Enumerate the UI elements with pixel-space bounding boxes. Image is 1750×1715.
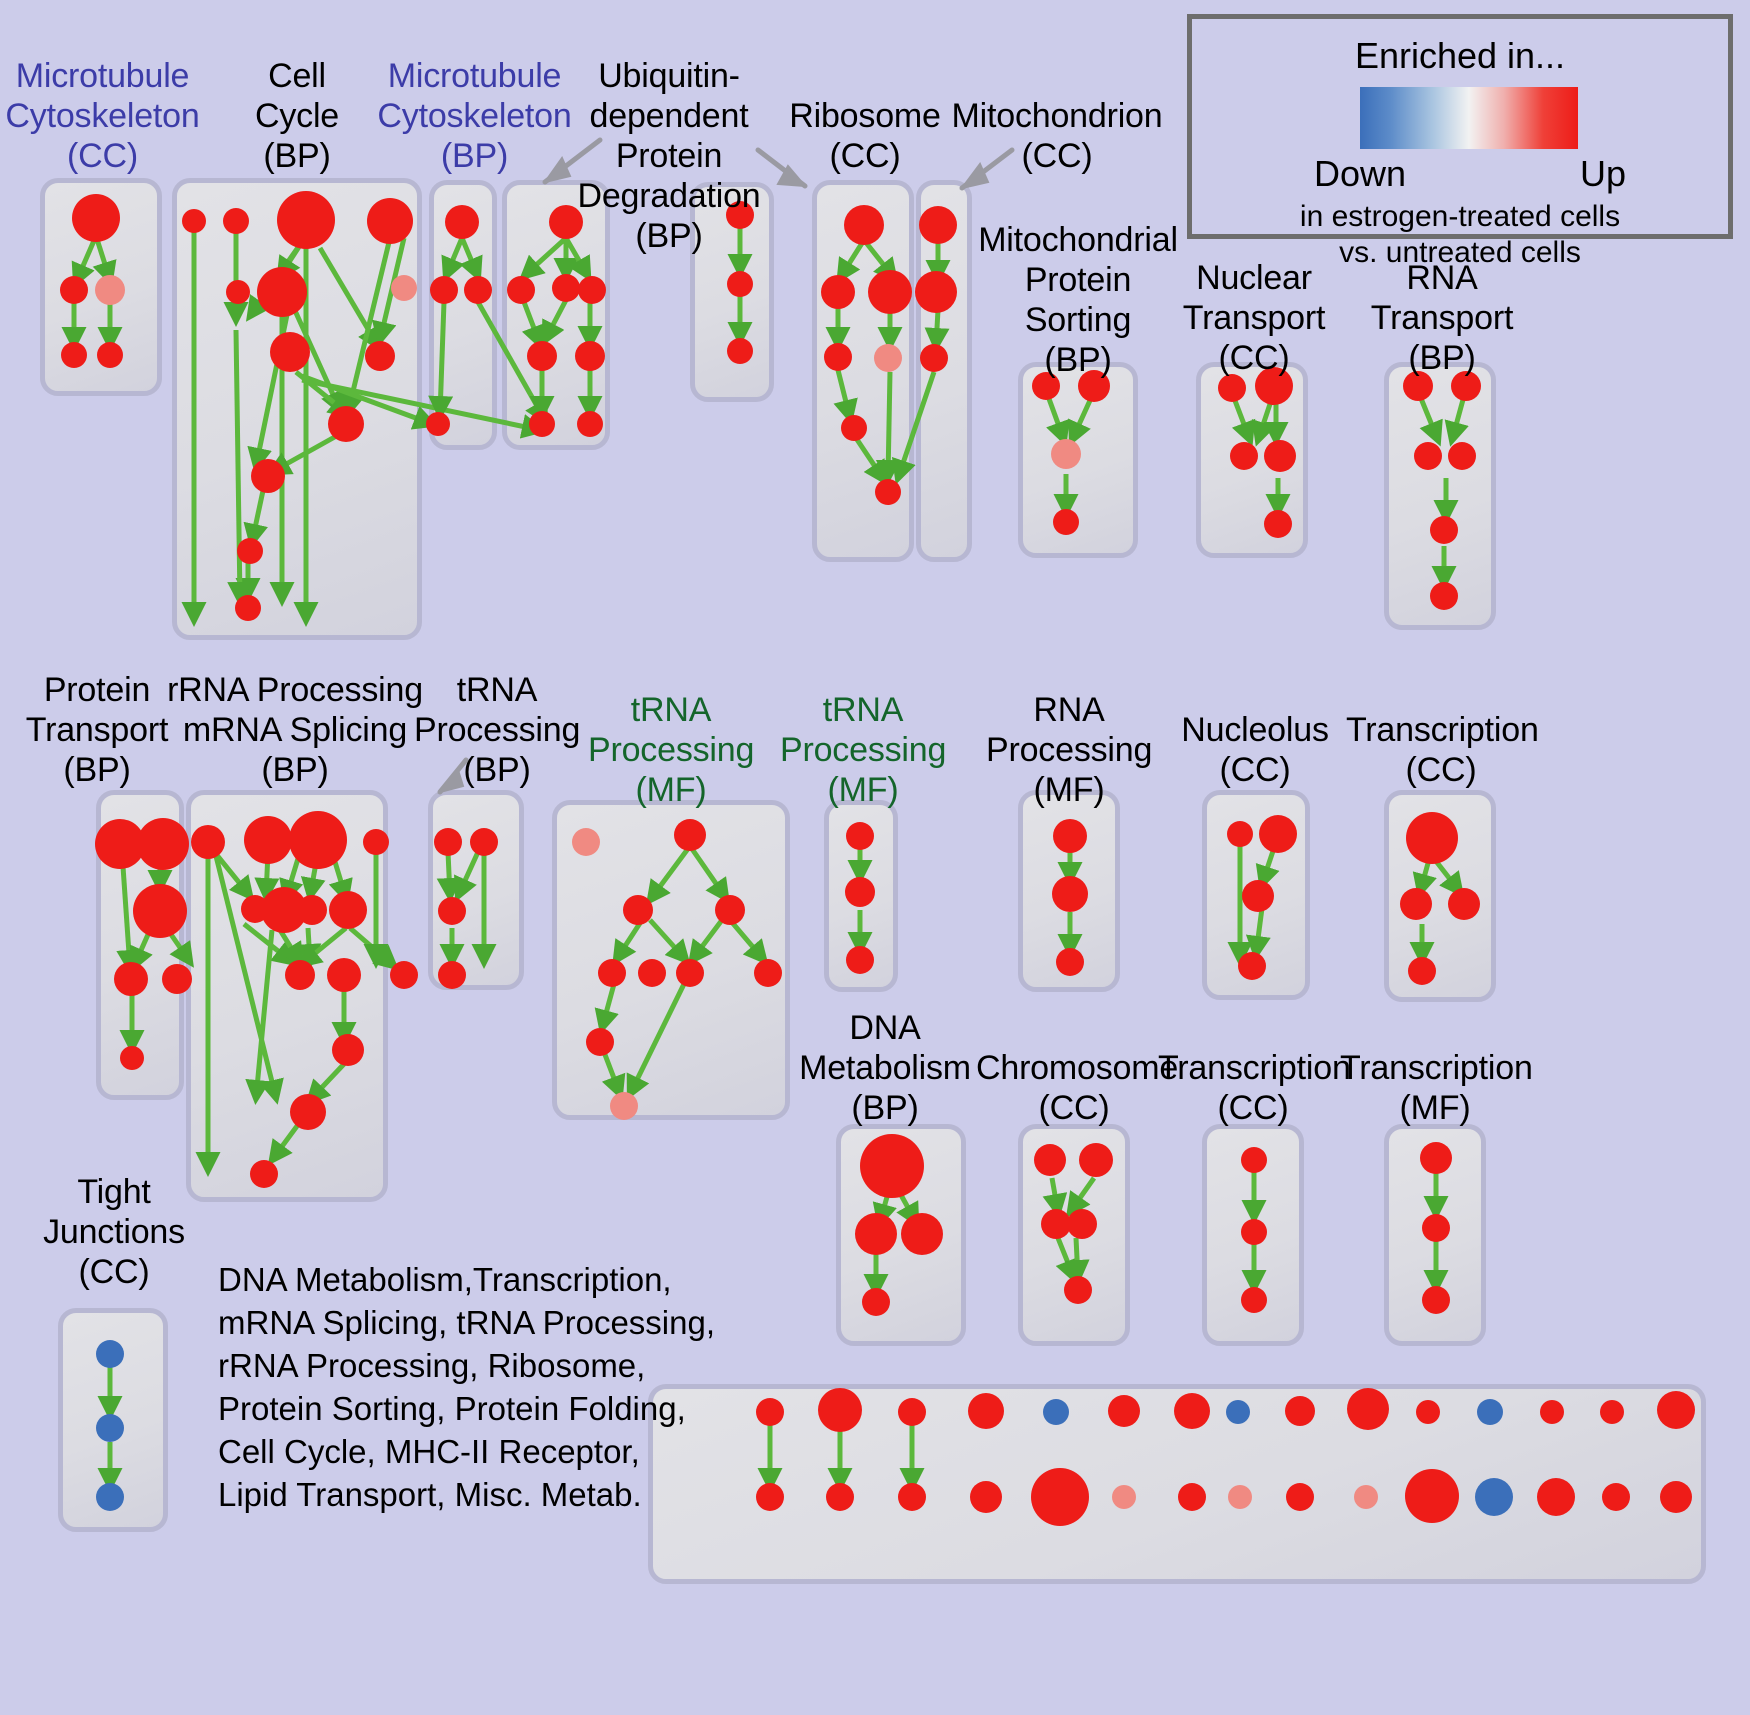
cluster-label-nucleolus-cc: Nucleolus (CC) <box>1181 711 1329 789</box>
cluster-box-ribosome-cc[interactable] <box>812 180 914 562</box>
cluster-box-misc-strip[interactable] <box>648 1384 1706 1584</box>
cluster-box-mitochondrial-protein-sorting-bp[interactable] <box>1018 362 1138 558</box>
legend-title: Enriched in... <box>1354 35 1566 76</box>
cluster-label-nuclear-transport-cc: Nuclear Transport (CC) <box>1182 259 1326 377</box>
cluster-box-trna-processing-mf-1[interactable] <box>552 800 790 1120</box>
cluster-box-tight-junctions-cc[interactable] <box>58 1308 168 1532</box>
cluster-label-mitochondrion-cc: Mitochondrion (CC) <box>951 97 1163 175</box>
cluster-box-protein-transport-bp[interactable] <box>96 790 184 1100</box>
cluster-box-nucleolus-cc[interactable] <box>1202 790 1310 1000</box>
cluster-box-transcription-cc-2[interactable] <box>1202 1124 1304 1346</box>
cluster-box-microtubule-cytoskeleton-bp[interactable] <box>429 180 497 450</box>
cluster-box-chromosome-cc[interactable] <box>1018 1124 1130 1346</box>
cluster-box-trna-processing-bp[interactable] <box>428 790 524 990</box>
cluster-label-rna-processing-mf: RNA Processing (MF) <box>986 691 1153 809</box>
cluster-label-mitochondrial-protein-sorting-bp: Mitochondrial Protein Sorting (BP) <box>978 221 1178 379</box>
cluster-box-dna-metabolism-bp[interactable] <box>836 1124 966 1346</box>
misc-category-list: DNA Metabolism,Transcription, mRNA Splic… <box>218 1261 716 1513</box>
legend-label-up: Up <box>1580 153 1627 194</box>
cluster-label-cell-cycle-bp: Cell Cycle (BP) <box>254 57 340 175</box>
cluster-label-transcription-mf: Transcription (MF) <box>1340 1049 1533 1127</box>
cluster-label-trna-processing-bp: tRNA Processing (BP) <box>414 671 581 789</box>
cluster-box-rrna-processing-mrna-splicing-bp[interactable] <box>186 790 388 1202</box>
legend-gradient-bar <box>1360 87 1578 149</box>
cluster-box-rna-transport-bp[interactable] <box>1384 362 1496 630</box>
cluster-box-microtubule-cytoskeleton-cc[interactable] <box>40 178 162 396</box>
cluster-box-cell-cycle-bp[interactable] <box>172 178 422 640</box>
cluster-label-microtubule-cytoskeleton-cc: Microtubule Cytoskeleton (CC) <box>5 57 200 175</box>
cluster-label-ubiquitin-dependent-protein-degradation-bp: Ubiquitin- dependent Protein Degradation… <box>577 57 761 255</box>
cluster-box-rna-processing-mf[interactable] <box>1018 790 1120 992</box>
cluster-label-microtubule-cytoskeleton-bp: Microtubule Cytoskeleton (BP) <box>377 57 572 175</box>
cluster-box-trna-processing-mf-2[interactable] <box>824 800 898 992</box>
cluster-label-rrna-processing-mrna-splicing-bp: rRNA Processing mRNA Splicing (BP) <box>167 671 423 789</box>
cluster-label-trna-processing-mf-2: tRNA Processing (MF) <box>780 691 947 809</box>
cluster-label-transcription-cc-2: Transcription (CC) <box>1158 1049 1351 1127</box>
legend-subtitle: in estrogen-treated cells vs. untreated … <box>1299 200 1621 269</box>
cluster-box-transcription-mf[interactable] <box>1384 1124 1486 1346</box>
cluster-label-dna-metabolism-bp: DNA Metabolism (BP) <box>799 1009 971 1127</box>
cluster-label-trna-processing-mf-1: tRNA Processing (MF) <box>588 691 755 809</box>
cluster-label-protein-transport-bp: Protein Transport (BP) <box>25 671 169 789</box>
legend-panel: Enriched in... Down Up in estrogen-treat… <box>1187 14 1733 269</box>
cluster-box-nuclear-transport-cc[interactable] <box>1196 362 1308 558</box>
cluster-label-rna-transport-bp: RNA Transport (BP) <box>1370 259 1514 377</box>
cluster-box-transcription-cc-1[interactable] <box>1384 790 1496 1002</box>
cluster-label-chromosome-cc: Chromosome (CC) <box>976 1049 1179 1127</box>
cluster-label-transcription-cc-1: Transcription (CC) <box>1346 711 1539 789</box>
cluster-label-ribosome-cc: Ribosome (CC) <box>789 97 941 175</box>
cluster-label-tight-junctions-cc: Tight Junctions (CC) <box>43 1173 185 1291</box>
legend-label-down: Down <box>1314 153 1407 194</box>
